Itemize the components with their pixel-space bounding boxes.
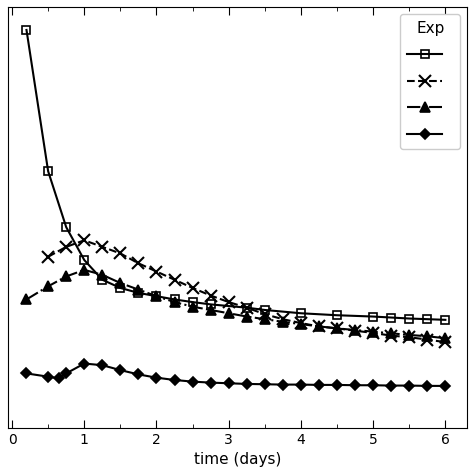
X-axis label: time (days): time (days) [194, 452, 282, 467]
Legend: , , , : , , , [401, 14, 460, 149]
